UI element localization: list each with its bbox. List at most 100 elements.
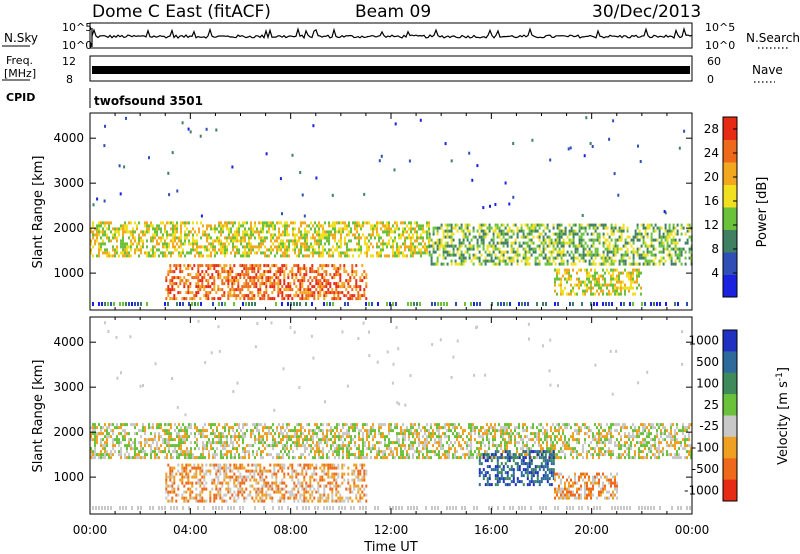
echo-cell: [412, 444, 414, 448]
echo-cell: [614, 244, 617, 248]
echo-cell: [302, 242, 304, 246]
echo-cell: [516, 450, 518, 454]
echo-cell: [382, 248, 384, 252]
colorbar-tick-label: 20: [704, 170, 719, 184]
echo-cell: [354, 224, 356, 228]
echo-cell: [266, 224, 268, 228]
echo-cell: [480, 444, 482, 448]
echo-cell: [278, 456, 280, 460]
echo-cell: [326, 438, 328, 442]
echo-cell: [210, 245, 212, 249]
echo-cell: [202, 245, 204, 249]
echo-cell: [346, 429, 348, 433]
echo-cell: [382, 456, 384, 460]
echo-cell: [604, 259, 607, 263]
echo-cell: [510, 244, 513, 248]
echo-cell: [408, 227, 410, 231]
echo-cell: [568, 238, 571, 242]
echo-cell: [247, 285, 250, 289]
echo-cell: [554, 444, 556, 448]
echo-cell: [205, 294, 208, 298]
echo-cell: [674, 253, 677, 257]
echo-cell: [560, 262, 563, 266]
echo-cell: [378, 251, 380, 255]
echo-cell: [225, 279, 228, 283]
echo-cell: [164, 302, 166, 306]
echo-cell: [136, 224, 138, 228]
echo-cell: [202, 456, 204, 460]
echo-cell: [150, 221, 152, 225]
echo-cell: [408, 248, 410, 252]
echo-cell: [228, 236, 230, 240]
echo-cell: [366, 423, 368, 427]
echo-cell: [126, 254, 128, 258]
echo-cell: [182, 242, 184, 246]
echo-cell: [586, 426, 588, 430]
echo-cell: [228, 444, 230, 448]
echo-cell: [590, 250, 593, 254]
echo-cell: [178, 429, 180, 433]
echo-cell: [524, 235, 527, 239]
echo-cell: [180, 242, 182, 246]
echo-cell: [259, 297, 262, 301]
echo-cell: [293, 294, 296, 298]
echo-cell: [484, 432, 486, 436]
echo-cell: [251, 291, 254, 295]
echo-cell: [546, 235, 549, 239]
echo-cell: [234, 453, 236, 457]
echo-cell: [100, 248, 102, 252]
echo-cell: [408, 159, 411, 163]
echo-cell: [568, 229, 571, 233]
echo-cell: [132, 456, 134, 460]
echo-cell: [496, 235, 499, 239]
echo-cell: [240, 242, 242, 246]
echo-cell: [146, 245, 148, 249]
echo-cell: [618, 286, 620, 290]
echo-cell: [514, 444, 516, 448]
echo-cell: [110, 254, 112, 258]
echo-cell: [366, 236, 368, 240]
echo-cell: [584, 241, 587, 245]
echo-cell: [325, 294, 328, 298]
echo-cell: [500, 426, 502, 430]
echo-cell: [576, 271, 578, 275]
echo-cell: [386, 254, 388, 258]
echo-cell: [204, 429, 206, 433]
echo-cell: [140, 248, 142, 252]
nsearch-tick-high: 10^5: [705, 21, 735, 34]
echo-cell: [264, 224, 266, 228]
echo-cell: [178, 423, 180, 427]
echo-cell: [233, 276, 236, 280]
echo-cell: [104, 453, 106, 457]
echo-cell: [562, 232, 565, 236]
echo-cell: [189, 264, 192, 268]
echo-cell: [256, 423, 258, 427]
echo-cell: [454, 259, 457, 263]
echo-cell: [98, 254, 100, 258]
echo-cell: [311, 264, 314, 268]
echo-cell: [394, 254, 396, 258]
echo-cell: [498, 259, 501, 263]
echo-cell: [98, 423, 100, 427]
echo-cell: [542, 241, 545, 245]
echo-cell: [321, 282, 324, 286]
echo-cell: [175, 297, 178, 301]
echo-cell: [197, 285, 200, 289]
echo-cell: [318, 438, 320, 442]
echo-cell: [488, 241, 491, 245]
echo-cell: [452, 238, 455, 242]
echo-cell: [208, 254, 210, 258]
echo-cell: [502, 256, 505, 260]
echo-cell: [590, 280, 592, 284]
echo-cell: [620, 289, 622, 293]
echo-cell: [398, 444, 400, 448]
echo-cell: [658, 232, 661, 236]
echo-cell: [251, 270, 254, 274]
echo-cell: [508, 432, 510, 436]
echo-cell: [419, 302, 421, 306]
echo-cell: [476, 164, 479, 168]
echo-cell: [510, 235, 513, 239]
echo-cell: [582, 444, 584, 448]
echo-cell: [188, 453, 190, 457]
echo-cell: [312, 435, 314, 439]
